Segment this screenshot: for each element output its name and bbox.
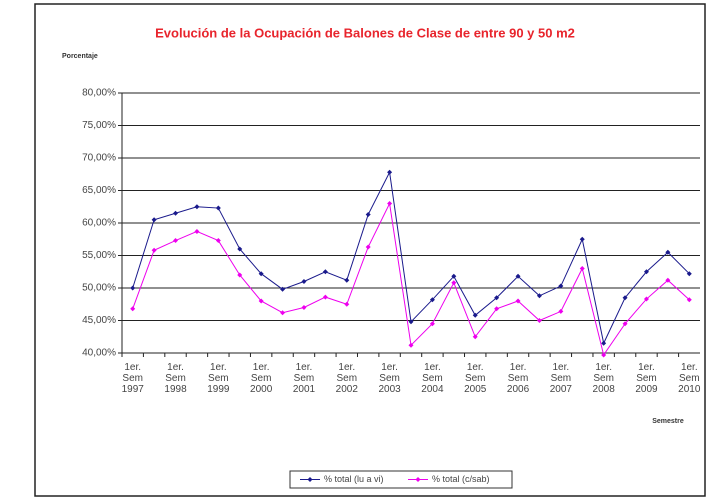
point (387, 169, 393, 175)
point (322, 294, 328, 300)
y-tick-label: 80,00% (82, 88, 116, 99)
x-tick-label: 1er. Sem 2008 (592, 362, 615, 395)
point (173, 238, 179, 244)
point (451, 273, 457, 279)
point (601, 352, 607, 358)
y-axis-title: Porcentaje (62, 53, 98, 60)
x-axis-title: Semestre (652, 418, 684, 425)
point (194, 204, 200, 210)
point (280, 310, 286, 316)
point (322, 269, 328, 275)
legend-label: % total (c/sab) (432, 474, 490, 484)
point (151, 217, 157, 223)
point (515, 273, 521, 279)
point (643, 269, 649, 275)
x-tick-label: 1er. Sem 1998 (164, 362, 187, 395)
point (194, 228, 200, 234)
x-tick-label: 1er. Sem 2007 (549, 362, 572, 395)
point (429, 321, 435, 327)
legend-marker (307, 477, 313, 482)
point (686, 271, 692, 277)
x-tick-label: 1er. Sem 2005 (464, 362, 487, 395)
point (301, 279, 307, 284)
point (173, 210, 179, 216)
point (515, 298, 521, 304)
point (472, 334, 478, 340)
point (237, 246, 243, 252)
y-tick-label: 60,00% (82, 218, 116, 229)
point (387, 201, 393, 206)
point (258, 271, 264, 277)
x-tick-label: 1er. Sem 2009 (635, 362, 658, 395)
point (451, 280, 457, 286)
chart-title: Evolución de la Ocupación de Balones de … (155, 25, 575, 40)
point (558, 283, 564, 289)
point (344, 277, 350, 283)
point (601, 340, 607, 346)
y-tick-label: 45,00% (82, 315, 116, 326)
x-tick-label: 1er. Sem 1999 (207, 362, 230, 395)
point (408, 319, 414, 325)
x-tick-label: 1er. Sem 2000 (250, 362, 273, 395)
y-tick-label: 70,00% (82, 153, 116, 164)
x-tick-label: 1er. Sem 2010 (678, 362, 701, 395)
point (408, 342, 414, 348)
point (536, 318, 542, 323)
point (536, 293, 542, 299)
y-tick-label: 50,00% (82, 283, 116, 294)
point (686, 297, 692, 303)
point (151, 247, 157, 253)
point (365, 244, 371, 250)
point (258, 298, 264, 304)
point (643, 296, 649, 302)
x-tick-label: 1er. Sem 1997 (121, 362, 144, 395)
x-tick-label: 1er. Sem 2001 (292, 362, 316, 395)
x-tick-label: 1er. Sem 2006 (506, 362, 530, 395)
legend-box (289, 470, 513, 489)
point (622, 321, 628, 327)
point (344, 301, 350, 307)
point (665, 277, 671, 283)
y-tick-label: 55,00% (82, 250, 116, 261)
point (215, 238, 221, 244)
point (558, 308, 564, 314)
point (579, 266, 585, 271)
point (622, 295, 628, 301)
chart-frame (34, 3, 706, 497)
point (579, 236, 585, 242)
point (365, 212, 371, 218)
point (665, 249, 671, 255)
x-tick-label: 1er. Sem 2002 (335, 362, 358, 395)
point (472, 312, 478, 318)
x-tick-label: 1er. Sem 2004 (421, 362, 444, 395)
point (130, 306, 136, 312)
point (301, 305, 307, 310)
point (237, 272, 243, 278)
y-tick-label: 40,00% (82, 348, 116, 359)
point (494, 306, 500, 312)
point (429, 297, 435, 303)
x-tick-label: 1er. Sem 2003 (378, 362, 401, 395)
point (280, 286, 286, 292)
legend-marker (415, 477, 421, 482)
point (494, 295, 500, 301)
legend-label: % total (lu a vi) (324, 474, 384, 484)
y-tick-label: 75,00% (82, 120, 116, 131)
point (130, 285, 136, 291)
y-tick-label: 65,00% (82, 185, 116, 196)
point (215, 205, 221, 211)
